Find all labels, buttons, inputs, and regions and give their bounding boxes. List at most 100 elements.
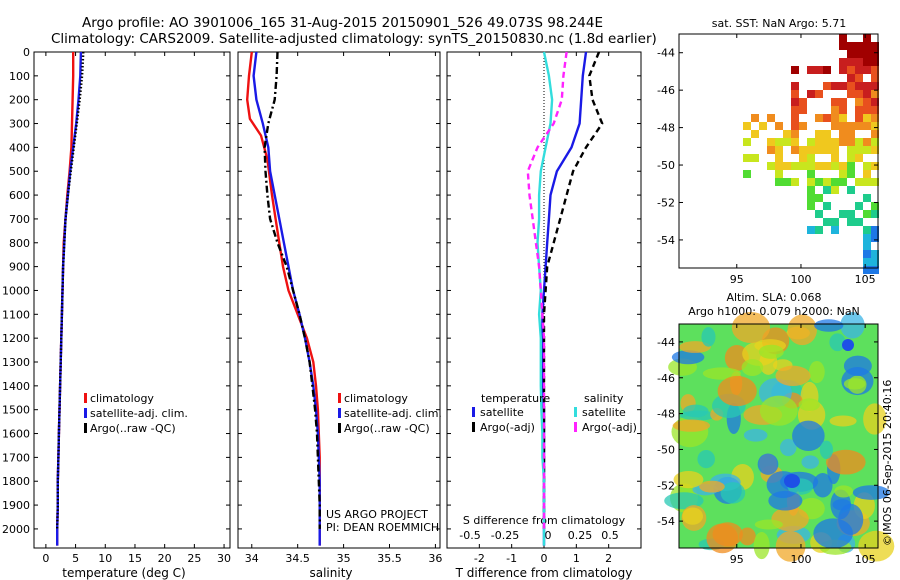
legend-swatch xyxy=(84,408,87,418)
y-tick-label: 1100 xyxy=(2,308,30,321)
sst-cell xyxy=(815,130,823,138)
s-tick-label: 0.25 xyxy=(568,529,593,542)
x-tick-label: 105 xyxy=(855,553,876,566)
sla-blob xyxy=(798,398,820,411)
x-axis-label: salinity xyxy=(309,566,352,580)
y-tick-label: -44 xyxy=(657,47,675,60)
sla-blob xyxy=(768,490,803,511)
sla-blob xyxy=(679,341,711,353)
legend-swatch xyxy=(574,407,577,417)
salinity-panel: 34 34.5 35 35.5 36 salinity climatology satelli… xyxy=(237,51,442,580)
watermark: ©IMOS 06-Sep-2015 20:40:16 xyxy=(881,380,894,546)
sst-cell xyxy=(863,98,871,106)
x-tick-label: 35 xyxy=(337,552,351,565)
sst-cell xyxy=(863,250,871,258)
sst-cell xyxy=(855,178,863,186)
sla-blob xyxy=(743,428,768,442)
y-tick-label: -44 xyxy=(657,336,675,349)
sst-cell xyxy=(815,162,823,170)
sst-cell xyxy=(807,162,815,170)
sla-blob xyxy=(784,474,800,488)
y-tick-label: -46 xyxy=(657,372,675,385)
sst-cell xyxy=(751,130,759,138)
y-tick-label: 500 xyxy=(9,165,30,178)
sst-cell xyxy=(863,66,871,74)
sst-cell xyxy=(767,114,775,122)
sla-blob xyxy=(834,485,853,498)
series-line xyxy=(252,51,321,546)
sst-cell xyxy=(863,146,871,154)
y-tick-label: -50 xyxy=(657,159,675,172)
sst-cell xyxy=(871,258,879,266)
sla-blob xyxy=(712,522,743,547)
sla-blob xyxy=(792,420,825,452)
title-line-1: Argo profile: AO 3901006_165 31-Aug-2015… xyxy=(82,15,603,31)
sst-cell xyxy=(783,162,791,170)
sst-cell xyxy=(871,58,879,66)
sst-cell xyxy=(799,162,807,170)
y-tick-label: 0 xyxy=(23,46,30,59)
sst-cell xyxy=(863,114,871,122)
sla-blob xyxy=(825,449,866,475)
sst-cell xyxy=(871,106,879,114)
sst-cell xyxy=(807,194,815,202)
sst-cell xyxy=(807,66,815,74)
x-tick-label: 30 xyxy=(217,552,231,565)
x-tick-label: 0 xyxy=(541,552,548,565)
sla-blob xyxy=(664,492,704,510)
sst-cell xyxy=(831,178,839,186)
legend-label: Argo(..raw -QC) xyxy=(90,422,176,435)
y-tick-label: -52 xyxy=(657,196,675,209)
sst-cell xyxy=(871,162,879,170)
series-line xyxy=(526,51,568,529)
legend-label: climatology xyxy=(344,392,408,405)
sla-blob xyxy=(829,333,846,352)
s-tick-label: -0.25 xyxy=(491,529,519,542)
sla-blob xyxy=(863,403,887,435)
sst-cell xyxy=(791,106,799,114)
sst-cell xyxy=(863,242,871,250)
sst-cell xyxy=(855,42,863,50)
sst-cell xyxy=(863,90,871,98)
sst-cell xyxy=(847,162,855,170)
sst-cell xyxy=(847,90,855,98)
sst-cell xyxy=(767,138,775,146)
sst-cell xyxy=(871,146,879,154)
sst-cell xyxy=(815,66,823,74)
x-axis-label: T difference from climatology xyxy=(455,566,633,580)
sst-cell xyxy=(775,162,783,170)
sst-cell xyxy=(847,130,855,138)
sst-cell xyxy=(863,210,871,218)
sst-cell xyxy=(807,146,815,154)
y-tick-label: 200 xyxy=(9,94,30,107)
sst-cell xyxy=(871,202,879,210)
legend-swatch xyxy=(84,423,87,433)
sst-cell xyxy=(831,122,839,130)
sla-blob xyxy=(731,311,771,344)
y-tick-label: -48 xyxy=(657,122,675,135)
sst-cell xyxy=(823,146,831,154)
y-tick-label: 1300 xyxy=(2,356,30,369)
x-tick-label: -1 xyxy=(506,552,517,565)
sst-cell xyxy=(847,42,855,50)
title-line-2: Climatology: CARS2009. Satellite-adjuste… xyxy=(51,31,657,47)
sst-cell xyxy=(807,178,815,186)
sst-map-panel: sat. SST: NaN Argo: 5.71 95 100 105 -44 -46 -4… xyxy=(657,17,879,286)
sst-cell xyxy=(855,138,863,146)
map-title: sat. SST: NaN Argo: 5.71 xyxy=(712,17,846,30)
sst-cell xyxy=(855,90,863,98)
series-line xyxy=(56,51,83,546)
y-tick-label: 300 xyxy=(9,118,30,131)
sla-blob xyxy=(812,473,833,498)
sla-blob xyxy=(829,415,857,427)
sst-cell xyxy=(839,130,847,138)
axes-box xyxy=(33,51,231,549)
y-tick-label: 700 xyxy=(9,213,30,226)
sst-cell xyxy=(863,178,871,186)
legend-label: satellite-adj. clim. xyxy=(344,407,442,420)
sst-cell xyxy=(775,178,783,186)
sst-cell xyxy=(847,186,855,194)
legend-title: salinity xyxy=(584,392,624,405)
sst-cell xyxy=(815,90,823,98)
sst-cell xyxy=(863,50,871,58)
